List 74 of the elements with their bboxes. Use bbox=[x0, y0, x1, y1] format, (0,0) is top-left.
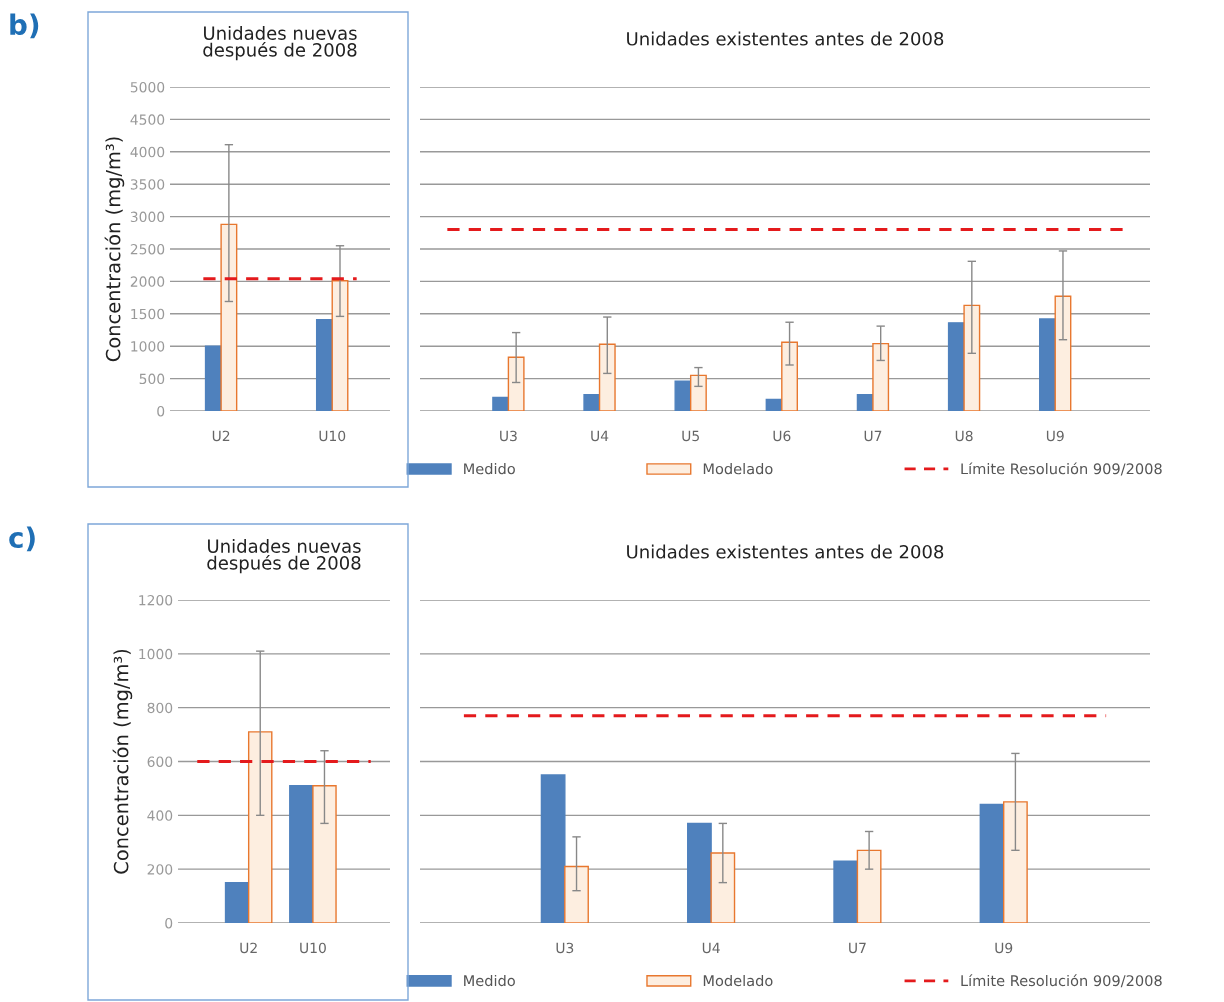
x-tick-label: U9 bbox=[995, 942, 1013, 954]
bar bbox=[598, 343, 616, 411]
bar bbox=[781, 341, 798, 411]
x-tick-label: U3 bbox=[500, 430, 517, 442]
bar bbox=[1039, 318, 1056, 411]
bar bbox=[540, 774, 566, 923]
y-tick-label: 2500 bbox=[130, 243, 165, 255]
chart-title: Unidades existentes antes de 2008 bbox=[627, 31, 944, 46]
y-tick-label: 3500 bbox=[130, 179, 165, 190]
bar bbox=[224, 881, 250, 923]
bar bbox=[689, 374, 707, 411]
x-tick-label: U7 bbox=[849, 942, 866, 954]
legend-label: Modelado bbox=[703, 974, 773, 987]
text: c) bbox=[9, 526, 35, 552]
x-tick-label: U9 bbox=[1046, 430, 1064, 442]
bar bbox=[1054, 295, 1072, 411]
x-tick-label: U8 bbox=[955, 430, 973, 442]
bar bbox=[220, 223, 238, 411]
bar bbox=[979, 803, 1005, 923]
x-tick-label: U5 bbox=[682, 430, 699, 442]
bar bbox=[856, 394, 874, 411]
y-tick-label: 1200 bbox=[139, 594, 173, 606]
bar bbox=[492, 396, 510, 411]
bar bbox=[583, 394, 601, 411]
y-tick-label: 0 bbox=[157, 405, 165, 417]
x-tick-label: U4 bbox=[591, 430, 609, 442]
y-axis-title: Concentración (mg/m³) bbox=[112, 649, 133, 874]
bar bbox=[833, 860, 859, 923]
x-tick-label: U2 bbox=[240, 942, 257, 954]
legend-label: Límite Resolución 909/2008 bbox=[961, 462, 1162, 476]
chart-title: Unidades existentes antes de 2008 bbox=[627, 544, 944, 559]
legend-label: Límite Resolución 909/2008 bbox=[961, 974, 1162, 988]
y-tick-label: 2000 bbox=[130, 276, 165, 287]
y-tick-label: 800 bbox=[147, 702, 173, 714]
x-tick-label: U3 bbox=[556, 942, 574, 954]
y-axis-title: Concentración (mg/m³) bbox=[104, 137, 125, 362]
y-tick-label: 200 bbox=[147, 864, 173, 875]
y-tick-label: 4000 bbox=[130, 146, 165, 158]
legend-label: Medido bbox=[464, 463, 515, 475]
legend-label: Modelado bbox=[703, 463, 773, 475]
bar bbox=[856, 849, 882, 923]
bar bbox=[315, 318, 333, 411]
x-tick-label: U6 bbox=[773, 430, 791, 442]
bar bbox=[963, 304, 981, 411]
chart-title: Unidades nuevas después de 2008 bbox=[203, 25, 357, 61]
x-tick-label: U7 bbox=[864, 430, 882, 442]
y-tick-label: 0 bbox=[165, 917, 173, 929]
legend-label: Medido bbox=[464, 974, 515, 987]
bar bbox=[507, 356, 525, 411]
y-tick-label: 3000 bbox=[130, 211, 165, 223]
y-tick-label: 600 bbox=[147, 756, 173, 767]
bar bbox=[674, 380, 692, 411]
x-tick-label: U4 bbox=[702, 942, 720, 954]
y-tick-label: 4500 bbox=[130, 114, 165, 125]
chart-title: Unidades nuevas después de 2008 bbox=[207, 538, 361, 574]
y-tick-label: 1500 bbox=[131, 308, 165, 320]
bar bbox=[289, 785, 314, 923]
bar bbox=[1003, 801, 1028, 923]
y-tick-label: 5000 bbox=[130, 81, 165, 93]
text: b) bbox=[10, 13, 39, 39]
y-tick-label: 1000 bbox=[131, 341, 165, 352]
x-tick-label: U10 bbox=[300, 942, 326, 954]
bar bbox=[247, 731, 273, 923]
bar bbox=[710, 852, 736, 923]
bar bbox=[312, 785, 337, 923]
bar bbox=[331, 280, 349, 411]
bar bbox=[687, 822, 712, 923]
bar bbox=[564, 865, 589, 923]
x-tick-label: U10 bbox=[319, 430, 346, 442]
y-tick-label: 500 bbox=[139, 373, 165, 385]
x-tick-label: U2 bbox=[212, 430, 230, 442]
y-tick-label: 1000 bbox=[139, 648, 173, 660]
y-tick-label: 400 bbox=[147, 810, 173, 821]
bar bbox=[872, 342, 890, 411]
